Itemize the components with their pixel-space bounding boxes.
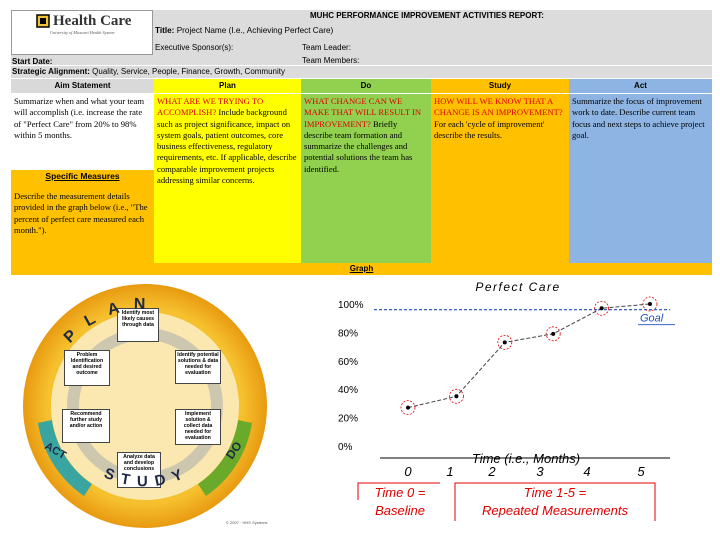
study-question: HOW WILL WE KNOW THAT A CHANGE IS AN IMP… [434, 96, 563, 118]
y-tick-label: 20% [338, 414, 358, 425]
step-problem-identification: Problem Identification and desired outco… [64, 350, 110, 386]
x-tick-label: 0 [404, 464, 412, 479]
aim-cell: Summarize when and what your team will a… [11, 94, 154, 170]
y-tick-label: 40% [338, 385, 358, 396]
series-line [407, 303, 651, 409]
y-tick-label: 80% [338, 328, 358, 339]
logo-subtitle: University of Missouri Health System [50, 30, 115, 35]
logo-text: Health Care [53, 13, 132, 29]
data-point-ring [400, 400, 416, 416]
executive-sponsor-label: Executive Sponsor(s): [155, 43, 234, 52]
step-recommend-study: Recommend further study and/or action [62, 409, 110, 443]
baseline-annotation: Baseline [375, 503, 425, 518]
perfect-care-chart: Perfect Care 0% 20% 40% 60% 80% 100% Goal Time (… [338, 280, 675, 521]
goal-label: Goal [640, 313, 664, 325]
pdsa-plan-text: PLAN [61, 296, 160, 347]
step-analyze-data: Analyze data and develop conclusions [117, 452, 161, 488]
do-question: WHAT CHANGE CAN WE MAKE THAT WILL RESULT… [304, 96, 422, 129]
strategic-row [11, 66, 712, 78]
repeated-annotation: Repeated Measurements [482, 503, 628, 518]
x-tick-label: 4 [583, 464, 590, 479]
pdsa-ring-lettering: PLAN STUDY ACT DO [43, 296, 245, 490]
header-plan: Plan [154, 79, 301, 93]
data-point-ring [497, 334, 513, 350]
repeated-annotation: Time 1-5 = [524, 485, 587, 500]
x-tick-label: 1 [446, 464, 453, 479]
baseline-annotation: Time 0 = [375, 485, 426, 500]
pdsa-act-text: ACT [43, 440, 69, 462]
study-cell: HOW WILL WE KNOW THAT A CHANGE IS AN IMP… [431, 94, 569, 263]
graph-label: Graph [349, 264, 374, 273]
do-text: Briefly describe team formation and summ… [304, 118, 413, 174]
team-members-label: Team Members: [302, 56, 360, 65]
baseline-bracket [357, 482, 440, 500]
logo-icon [36, 14, 50, 28]
header-do: Do [301, 79, 431, 93]
x-tick-label: 5 [637, 464, 645, 479]
title-value: Project Name (I.e., Achieving Perfect Ca… [176, 26, 334, 35]
pdsa-cycle-diagram: Identify most likely causes through data… [18, 282, 273, 530]
report-title: MUHC PERFORMANCE IMPROVEMENT ACTIVITIES … [310, 11, 544, 20]
header-aim: Aim Statement [11, 79, 154, 93]
data-point-ring [449, 388, 464, 404]
data-point [648, 302, 652, 306]
data-point-ring [594, 300, 610, 316]
chart-title: Perfect Care [475, 280, 560, 294]
measures-cell: Describe the measurement details provide… [11, 183, 154, 263]
data-point [599, 306, 604, 311]
act-cell: Summarize the focus of improvement work … [569, 94, 712, 263]
plan-question: WHAT ARE WE TRYING TO ACCOMPLISH? [157, 96, 264, 118]
specific-measures-label: Specific Measures [45, 171, 120, 181]
step-identify-causes: Identify most likely causes through data [117, 308, 159, 342]
step-identify-solutions: Identify potential solutions & data need… [175, 350, 221, 384]
strategic-alignment: Strategic Alignment: Quality, Service, P… [12, 67, 285, 76]
strategic-label: Strategic Alignment: [12, 67, 90, 76]
data-point-ring [545, 326, 561, 342]
data-point [406, 405, 410, 410]
header-gray-band [153, 10, 712, 65]
start-band [11, 55, 153, 65]
step-implement-solution: Implement solution & collect data needed… [175, 409, 221, 445]
logo-block: Health Care University of Missouri Healt… [11, 10, 153, 55]
header-study: Study [431, 79, 569, 93]
data-point [502, 340, 507, 345]
specific-measures-header: Specific Measures [11, 170, 154, 183]
strategic-value: Quality, Service, People, Finance, Growt… [92, 67, 285, 76]
graph-header: Graph [11, 263, 712, 275]
y-tick-label: 0% [338, 442, 353, 453]
title-label: Title: [155, 26, 175, 35]
do-cell: WHAT CHANGE CAN WE MAKE THAT WILL RESULT… [301, 94, 431, 263]
data-point [551, 331, 556, 336]
header-act: Act [569, 79, 712, 93]
y-tick-label: 60% [338, 357, 358, 368]
study-text: For each 'cycle of improvement' describe… [434, 118, 545, 140]
plan-cell: WHAT ARE WE TRYING TO ACCOMPLISH? Includ… [154, 94, 301, 263]
team-leader-label: Team Leader: [302, 43, 351, 52]
pdsa-do-text: DO [223, 439, 245, 462]
pdsa-copyright: © 2007 · HHS Systems [226, 520, 268, 525]
project-title-row: Title: Project Name (I.e., Achieving Per… [155, 26, 333, 35]
x-axis-title: Time (i.e., Months) [472, 451, 580, 466]
start-date-label: Start Date: [12, 57, 53, 66]
repeated-bracket [454, 482, 656, 521]
data-point [454, 394, 459, 399]
plan-text: Include background such as project signi… [157, 107, 297, 186]
x-tick-label: 3 [536, 464, 544, 479]
x-tick-label: 2 [487, 464, 496, 479]
data-point-ring [642, 296, 658, 312]
pdsa-study-text: STUDY [102, 463, 193, 490]
y-tick-label: 100% [338, 300, 364, 311]
